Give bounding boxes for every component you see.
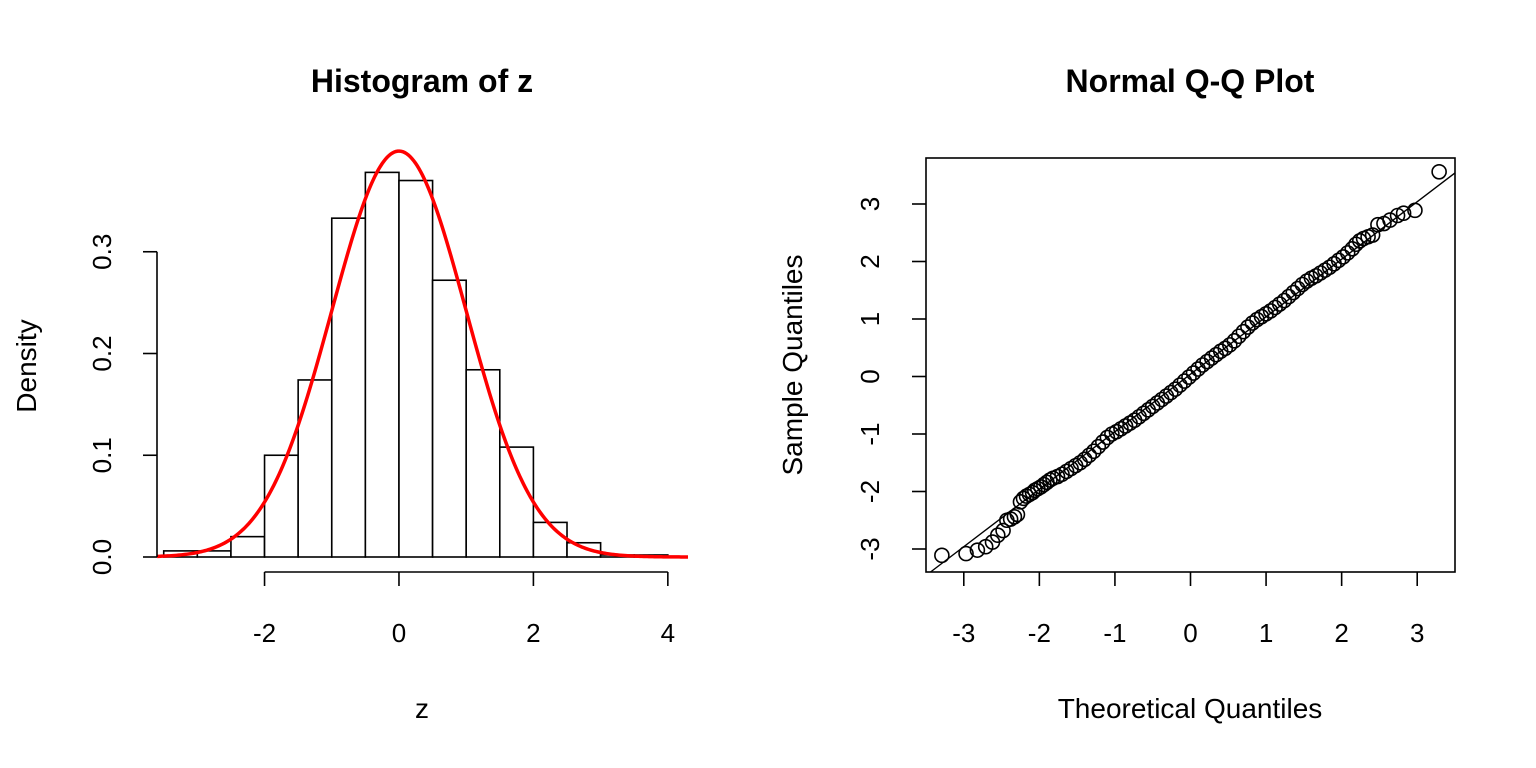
histogram-x-tick-label: 4 [661,618,675,648]
qq-point [1012,494,1029,510]
histogram-panel: Histogram of z z Density -2 0 2 4 0.0 0.1 0.2… [11,63,688,724]
qq-point [1185,365,1202,381]
histogram-title: Histogram of z [311,63,533,99]
qq-point [1395,205,1412,221]
qq-point [1253,308,1270,325]
qq-x-tick-label: 1 [1259,618,1273,648]
qq-point [1221,337,1238,353]
qq-point [1276,292,1293,309]
qq-point [1090,438,1107,455]
qq-y-tick-label: -3 [855,537,885,560]
histogram-y-tick-label: 0.0 [87,539,117,575]
histogram-x-axis: -2 0 2 4 [253,571,675,648]
qq-y-tick-label: -2 [855,480,885,503]
qq-point [1099,429,1116,446]
qq-point [1172,377,1188,393]
qq-y-tick-label: 3 [855,197,885,211]
qq-point [1085,443,1102,460]
qq-point [1280,288,1297,305]
histogram-y-tick-label: 0.1 [87,437,117,473]
qq-point [1081,447,1098,464]
qq-point [1351,233,1368,249]
qq-x-tick-label: -2 [1028,618,1051,648]
qq-point [934,547,950,564]
qq-point [969,542,986,558]
qq-point [1299,273,1315,289]
qq-panel: Normal Q-Q Plot Theoretical Quantiles Sa… [777,63,1456,724]
qq-x-tick-label: 0 [1183,618,1197,648]
histogram-y-tick-label: 0.3 [87,234,117,270]
qq-y-tick-label: 0 [855,369,885,383]
qq-plot-box [925,157,1456,573]
qq-point [1431,164,1447,180]
histogram-x-axis-label: z [415,693,429,724]
histogram-bar [364,171,400,558]
qq-point [1006,508,1023,525]
qq-x-axis: -3 -2 -1 0 1 2 3 [952,572,1424,648]
qq-point [1095,434,1111,450]
qq-y-tick-label: 1 [855,312,885,326]
qq-point [1108,423,1125,440]
qq-x-tick-label: 3 [1410,618,1424,648]
qq-point [1176,373,1193,389]
qq-y-tick-label: -1 [855,422,885,445]
histogram-x-tick-label: 0 [392,618,406,648]
qq-point [1344,241,1361,257]
qq-point [1330,252,1347,269]
histogram-y-axis-label: Density [11,319,42,412]
histogram-x-tick-label: 2 [526,618,540,648]
qq-point [995,522,1011,539]
histogram-bar [465,368,501,558]
histogram-bar [498,446,535,558]
qq-point [1054,466,1070,483]
histogram-bar [330,217,367,558]
histogram-bar [431,279,467,558]
qq-point [1235,323,1252,340]
qq-point [1249,311,1265,328]
qq-point [1058,463,1075,480]
qq-points [934,164,1447,564]
qq-point [1226,333,1243,349]
histogram-bar [398,179,434,558]
qq-point [1312,265,1329,281]
qq-point [1407,202,1423,219]
histogram-bar [566,541,602,558]
qq-point [1308,268,1324,284]
qq-y-axis-label: Sample Quantiles [777,254,808,475]
qq-point [1285,284,1302,301]
histogram-y-tick-label: 0.2 [87,335,117,371]
qq-plot-title: Normal Q-Q Plot [1066,63,1315,99]
qq-x-tick-label: 2 [1334,618,1348,648]
histogram-bar [230,535,266,558]
qq-point [958,545,974,562]
qq-x-tick-label: -1 [1103,618,1126,648]
qq-point [1076,451,1093,468]
qq-x-axis-label: Theoretical Quantiles [1058,693,1323,724]
histogram-bar [532,521,568,558]
qq-point [1335,249,1351,265]
normal-density-curve [156,149,688,559]
qq-point [1382,212,1398,228]
qq-point [1021,486,1038,503]
histogram-x-tick-label: -2 [253,618,276,648]
qq-point [989,527,1006,544]
histogram-y-axis: 0.0 0.1 0.2 0.3 [87,234,158,575]
qq-point [1024,484,1041,501]
qq-point [1063,460,1079,477]
qq-point [1117,418,1134,434]
qq-point [1113,421,1129,437]
qq-point [1339,245,1356,261]
qq-point [1271,296,1288,312]
qq-y-tick-label: 2 [855,254,885,268]
qq-x-tick-label: -3 [952,618,975,648]
qq-point [1167,381,1184,397]
qq-point [1231,328,1247,345]
qq-point [1181,369,1197,385]
histogram-bars [162,171,669,558]
qq-y-axis: -3 -2 -1 0 1 2 3 [855,197,926,561]
